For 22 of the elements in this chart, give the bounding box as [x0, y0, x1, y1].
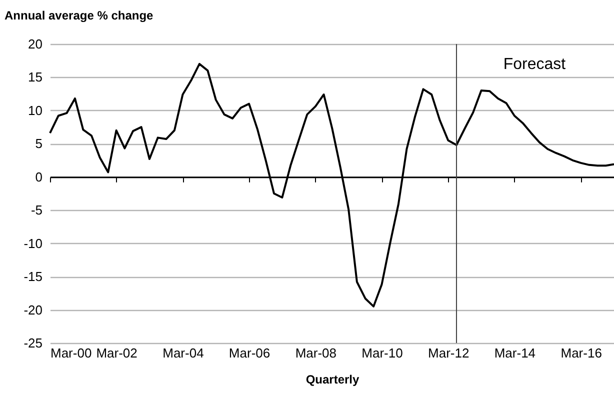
- x-tick-label: Mar-02: [96, 346, 138, 360]
- x-tick-label: Mar-10: [362, 346, 403, 360]
- y-tick-label: 20: [28, 36, 42, 52]
- y-tick-label: 15: [28, 70, 42, 85]
- x-tick-label: Mar-08: [295, 346, 337, 360]
- y-tick-label: -5: [30, 202, 42, 218]
- y-tick-label: 10: [28, 102, 42, 118]
- x-tick-label: Mar-16: [560, 346, 602, 360]
- y-tick-label: -20: [24, 302, 42, 318]
- y-tick-label: -15: [24, 269, 42, 284]
- ref-line-label: Forecast: [503, 56, 566, 73]
- y-tick-label: -10: [24, 236, 42, 251]
- x-tick-label: Mar-04: [162, 346, 204, 360]
- x-tick-label: Mar-12: [428, 346, 470, 360]
- y-tick-label: 0: [35, 169, 42, 184]
- x-tick-label: Mar-00: [50, 346, 92, 360]
- x-axis-title: Quarterly: [306, 372, 360, 386]
- y-tick-label: -25: [24, 336, 42, 350]
- x-tick-label: Mar-06: [228, 346, 270, 360]
- y-tick-label: 5: [35, 136, 42, 152]
- x-tick-label: Mar-14: [494, 346, 536, 360]
- y-axis-title: Annual average % change: [4, 8, 154, 22]
